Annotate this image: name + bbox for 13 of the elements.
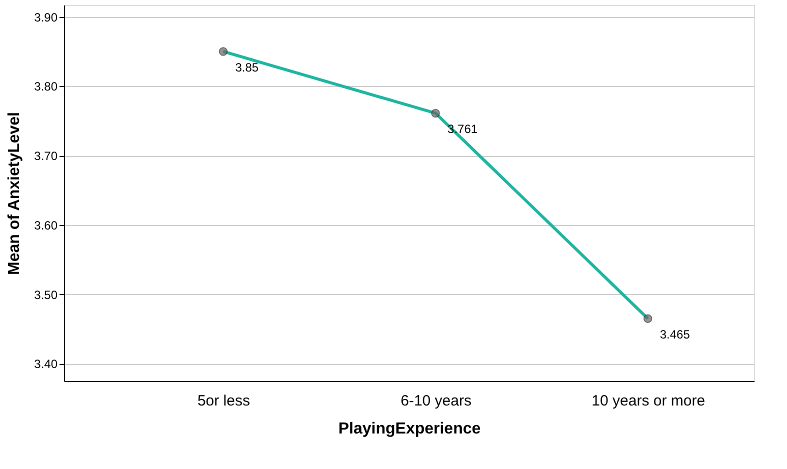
y-tick-label: 3.60 xyxy=(34,218,58,232)
x-tick-label: 5or less xyxy=(197,392,250,410)
y-tick-label: 3.90 xyxy=(34,10,58,24)
data-label: 3.465 xyxy=(660,328,690,342)
y-axis-title: Mean of AnxietyLevel xyxy=(6,112,24,276)
y-tick-label: 3.70 xyxy=(34,149,58,164)
y-tick-label: 3.40 xyxy=(34,357,58,372)
x-axis-title: PlayingExperience xyxy=(338,420,481,438)
y-tick-label: 3.50 xyxy=(34,288,58,302)
x-tick-label: 10 years or more xyxy=(592,392,706,410)
x-tick-label: 6-10 years xyxy=(400,392,472,410)
data-label: 3.85 xyxy=(235,60,259,74)
y-tick-label: 3.80 xyxy=(34,80,58,94)
